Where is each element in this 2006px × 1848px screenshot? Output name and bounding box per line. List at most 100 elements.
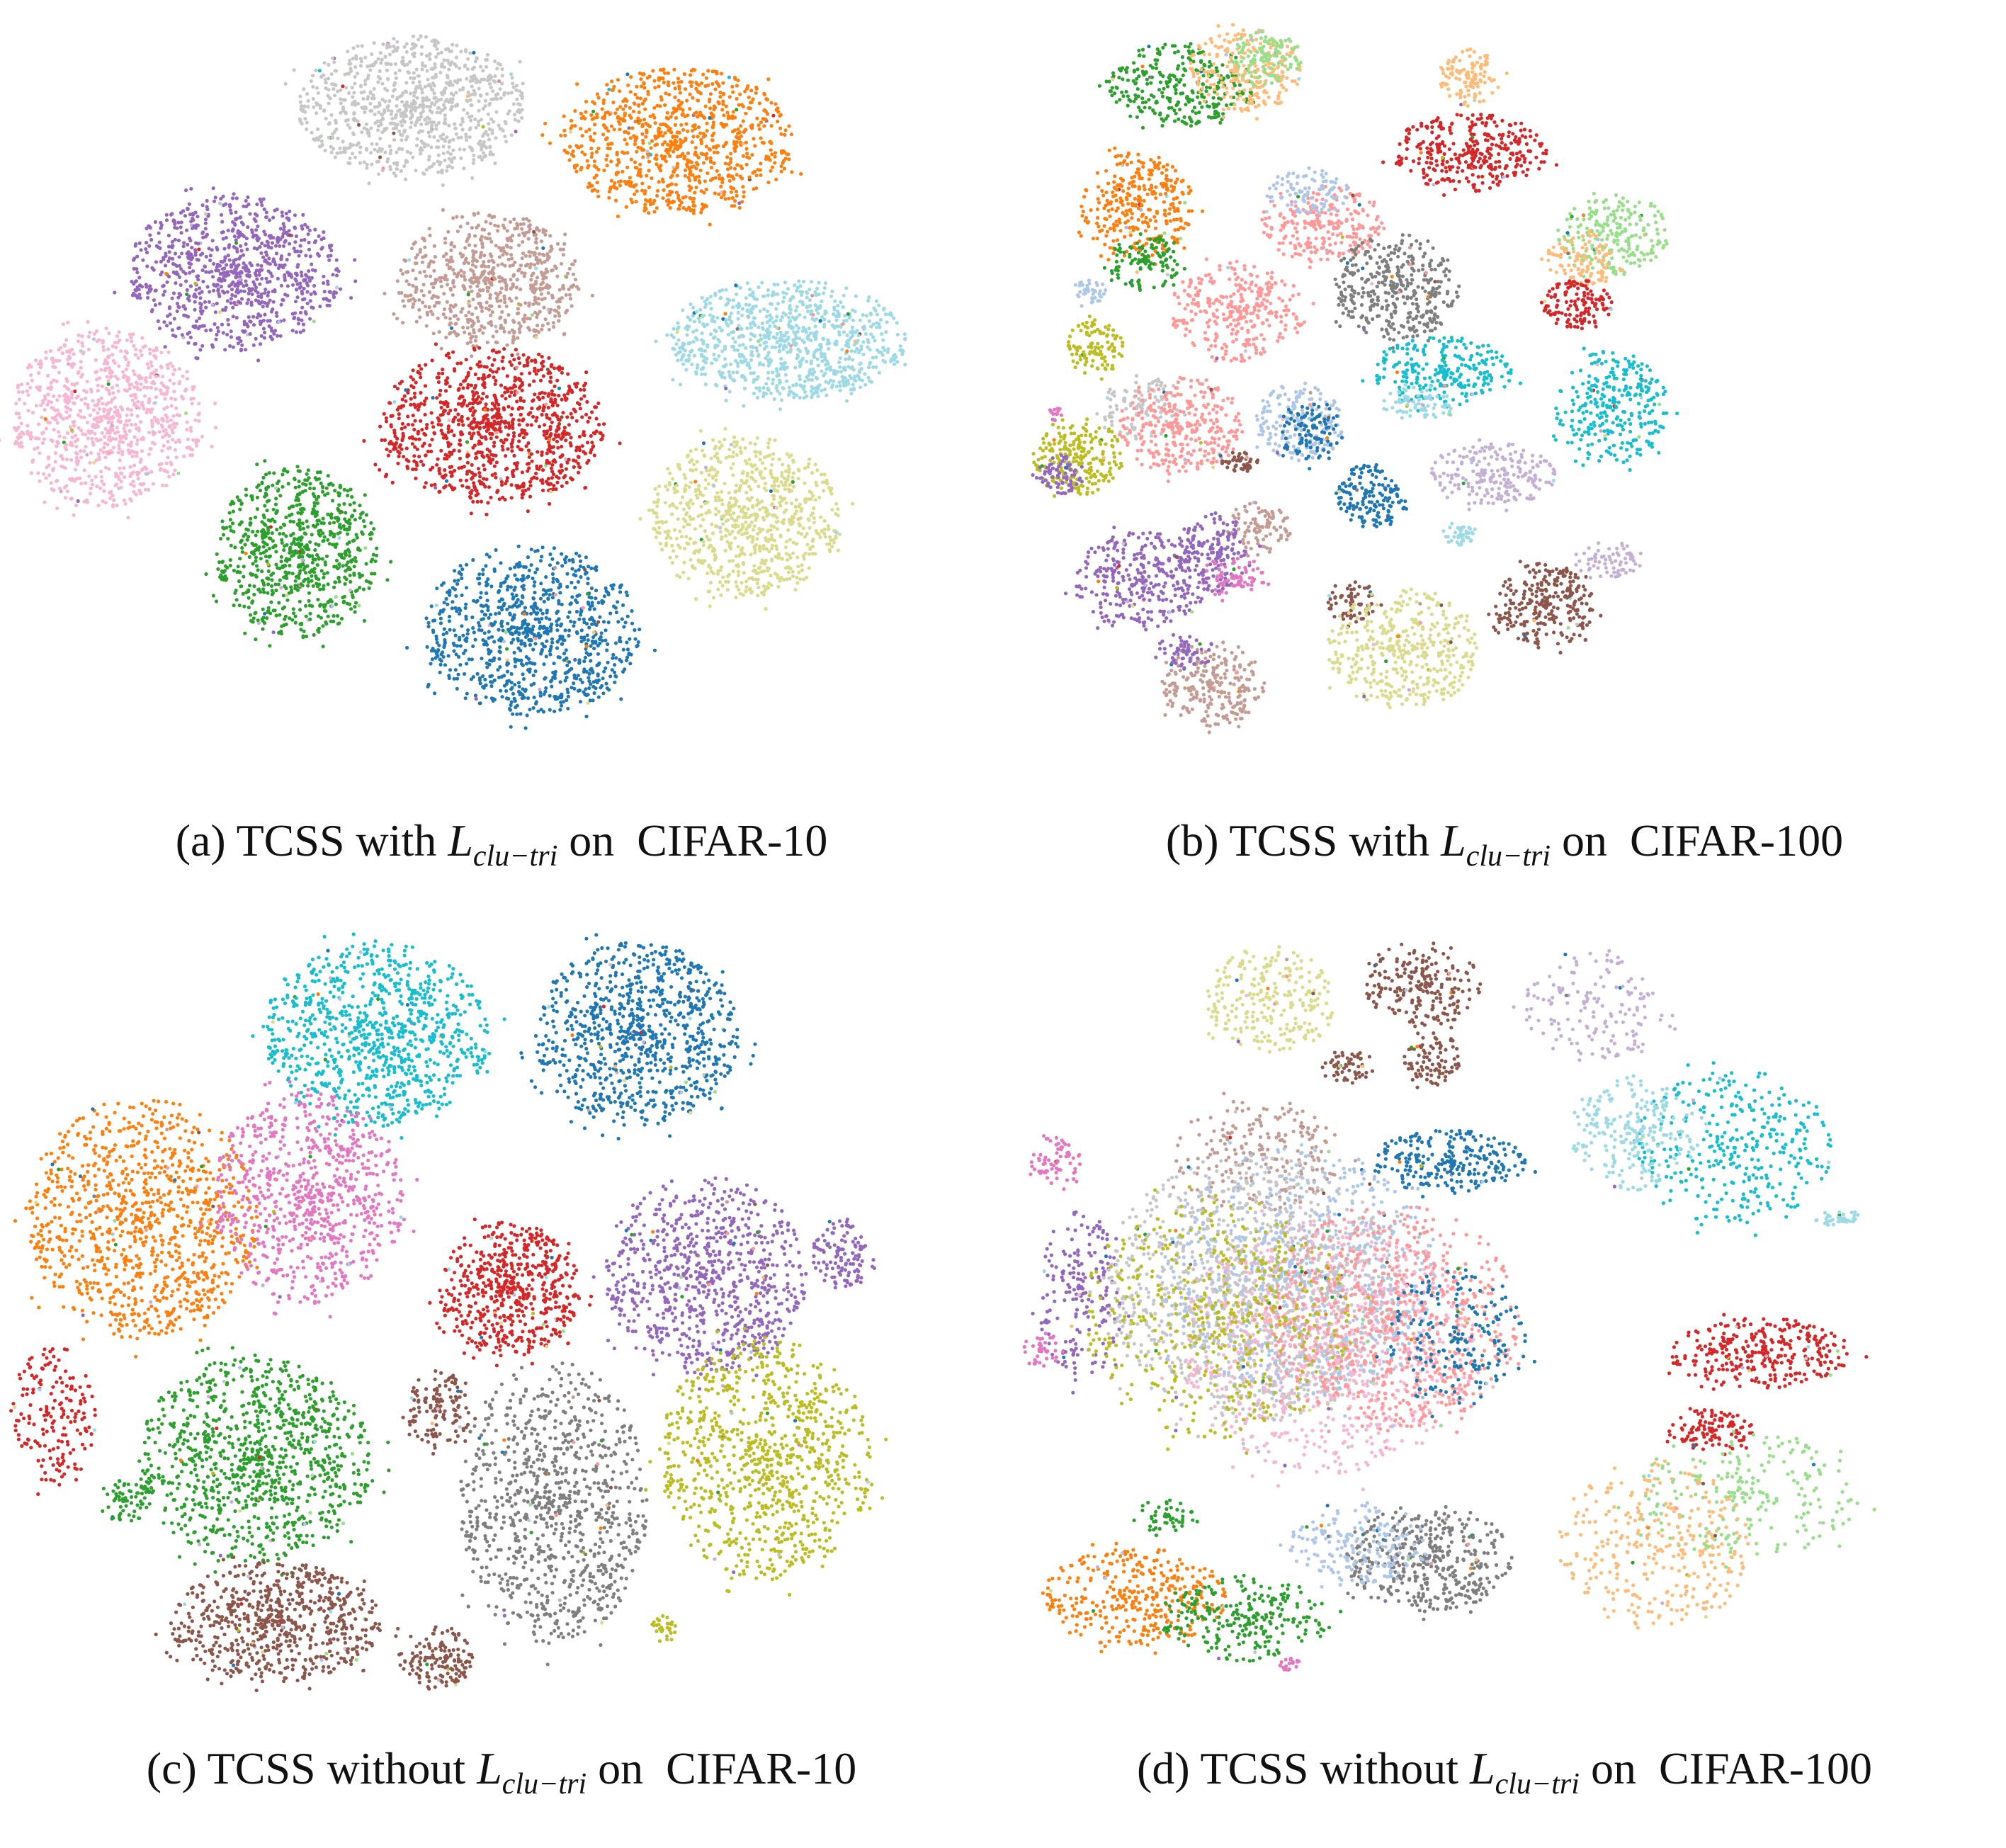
point [460, 254, 464, 259]
point [774, 177, 778, 181]
point [341, 149, 346, 154]
point [735, 84, 739, 88]
point [439, 64, 444, 69]
point [394, 174, 398, 178]
point [237, 256, 242, 261]
point [293, 311, 298, 315]
point [714, 358, 719, 362]
point [738, 285, 742, 290]
point [367, 131, 371, 135]
point [711, 123, 715, 127]
point [871, 335, 876, 339]
point [167, 306, 171, 310]
point [281, 244, 286, 248]
panel-a-cifar10-with-loss [0, 0, 1003, 786]
point [456, 317, 460, 322]
point [409, 151, 413, 155]
point [366, 73, 370, 77]
point [625, 142, 629, 146]
point [481, 270, 486, 274]
point [19, 421, 23, 426]
point [472, 50, 476, 55]
point [239, 220, 244, 225]
point [504, 304, 509, 309]
point [834, 318, 839, 322]
point [219, 285, 223, 289]
point [745, 326, 749, 330]
point [222, 271, 227, 275]
point [297, 317, 301, 322]
point [438, 70, 443, 74]
point [753, 323, 757, 327]
point [292, 246, 296, 251]
point [142, 407, 146, 411]
point [34, 404, 39, 408]
point [463, 246, 468, 250]
point [475, 57, 480, 61]
point [404, 42, 409, 46]
point [103, 501, 108, 505]
point [624, 205, 628, 209]
point [744, 346, 748, 350]
point [678, 350, 683, 354]
point [149, 364, 154, 368]
point [64, 338, 69, 342]
point [327, 258, 332, 262]
point [678, 382, 683, 387]
point [261, 305, 265, 309]
point [216, 329, 220, 334]
point [610, 142, 614, 146]
point [177, 367, 181, 371]
point [351, 143, 355, 147]
point [67, 354, 72, 358]
point [193, 325, 197, 329]
point [125, 338, 130, 342]
point [17, 397, 21, 402]
point [459, 50, 463, 54]
point [256, 358, 261, 363]
point [742, 190, 746, 194]
point [844, 357, 848, 361]
point [619, 179, 623, 183]
point [639, 84, 644, 89]
point [710, 133, 715, 137]
point [699, 210, 703, 215]
point [683, 168, 688, 172]
point [729, 321, 734, 325]
point [595, 112, 599, 116]
point [307, 228, 312, 232]
point [230, 293, 234, 297]
point [285, 293, 290, 297]
point [629, 157, 633, 161]
point [324, 116, 328, 120]
point [731, 298, 735, 302]
point [467, 243, 472, 247]
point [694, 328, 698, 332]
point [663, 103, 667, 107]
point [777, 378, 782, 382]
point [686, 160, 690, 164]
point [361, 96, 366, 101]
point [237, 300, 241, 304]
point [648, 114, 652, 118]
point [166, 233, 171, 238]
point [487, 285, 491, 290]
point [453, 103, 458, 108]
point [63, 466, 67, 470]
point [644, 135, 648, 139]
point [16, 425, 21, 429]
point [414, 276, 418, 281]
point [153, 220, 157, 224]
point [698, 307, 703, 312]
point [673, 147, 677, 151]
point [425, 69, 429, 73]
point [600, 107, 604, 111]
point [393, 115, 398, 119]
point [604, 126, 608, 130]
point [370, 162, 374, 166]
point [541, 277, 545, 281]
point [903, 336, 907, 341]
point [774, 108, 778, 112]
point [466, 57, 470, 61]
point [156, 418, 160, 422]
